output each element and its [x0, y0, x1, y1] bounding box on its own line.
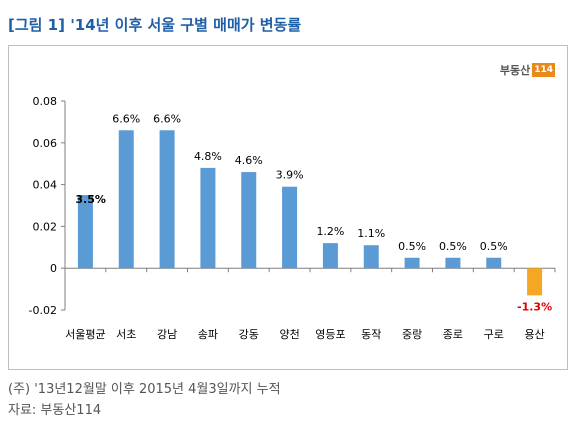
- category-label-3: 강남: [157, 328, 177, 341]
- bar-4: [200, 167, 216, 269]
- category-label-8: 동작: [361, 328, 381, 341]
- bar-7: [322, 243, 338, 269]
- category-label-11: 구로: [484, 328, 504, 341]
- data-label-2: 6.6%: [112, 112, 140, 125]
- category-label-12: 용산: [524, 328, 544, 341]
- bar-2: [118, 130, 134, 269]
- data-label-6: 3.9%: [276, 169, 304, 182]
- category-label-10: 종로: [443, 328, 463, 341]
- bar-1: [77, 195, 93, 269]
- data-label-8: 1.1%: [357, 227, 385, 240]
- data-label-3: 6.6%: [153, 112, 181, 125]
- data-label-4: 4.8%: [194, 150, 222, 163]
- category-label-6: 양천: [279, 327, 299, 341]
- bar-11: [486, 257, 502, 269]
- category-label-5: 강동: [239, 328, 259, 341]
- category-label-9: 중랑: [402, 328, 422, 341]
- bar-10: [445, 257, 461, 269]
- y-tick-label: 0.02: [33, 220, 58, 233]
- figure-title: [그림 1] '14년 이후 서울 구별 매매가 변동률: [8, 16, 302, 34]
- bar-8: [363, 245, 379, 269]
- bar-3: [159, 130, 175, 269]
- category-label-1: 서울평균: [65, 328, 105, 341]
- chart-note: (주) '13년12월말 이후 2015년 4월3일까지 누적: [8, 382, 281, 397]
- y-tick-label: 0.06: [33, 137, 58, 150]
- category-label-7: 영등포: [315, 328, 345, 341]
- bar-5: [241, 172, 257, 269]
- data-label-9: 0.5%: [398, 240, 426, 253]
- y-tick-label: -0.02: [29, 304, 57, 317]
- data-label-10: 0.5%: [439, 240, 467, 253]
- bar-chart: -0.02 0 0.02 0.04 0.06 0.08 3.5% 서울평균 6.6% 서초 6.6%…: [29, 95, 556, 341]
- bar-6: [282, 186, 298, 269]
- category-label-2: 서초: [116, 328, 136, 341]
- category-label-4: 송파: [198, 328, 218, 341]
- logo-text: 부동산: [499, 64, 531, 77]
- logo-mark: 114: [532, 63, 555, 77]
- data-label-5: 4.6%: [235, 154, 263, 167]
- y-tick-label: 0.04: [33, 179, 58, 192]
- y-tick-label: 0.08: [33, 95, 58, 108]
- chart-source: 자료: 부동산114: [8, 403, 102, 418]
- data-label-11: 0.5%: [480, 240, 508, 253]
- y-tick-label: 0: [50, 262, 57, 275]
- data-label-7: 1.2%: [316, 225, 344, 238]
- data-label-12: -1.3%: [517, 300, 552, 313]
- chart-container: 부동산 114 -0.02 0 0.02 0.04 0.06 0.08 3.5% 서울평균 6.…: [8, 45, 568, 370]
- bar-12: [527, 268, 543, 296]
- bar-9: [404, 257, 420, 269]
- brand-logo: 부동산 114: [500, 62, 555, 78]
- data-label-1: 3.5%: [75, 193, 106, 206]
